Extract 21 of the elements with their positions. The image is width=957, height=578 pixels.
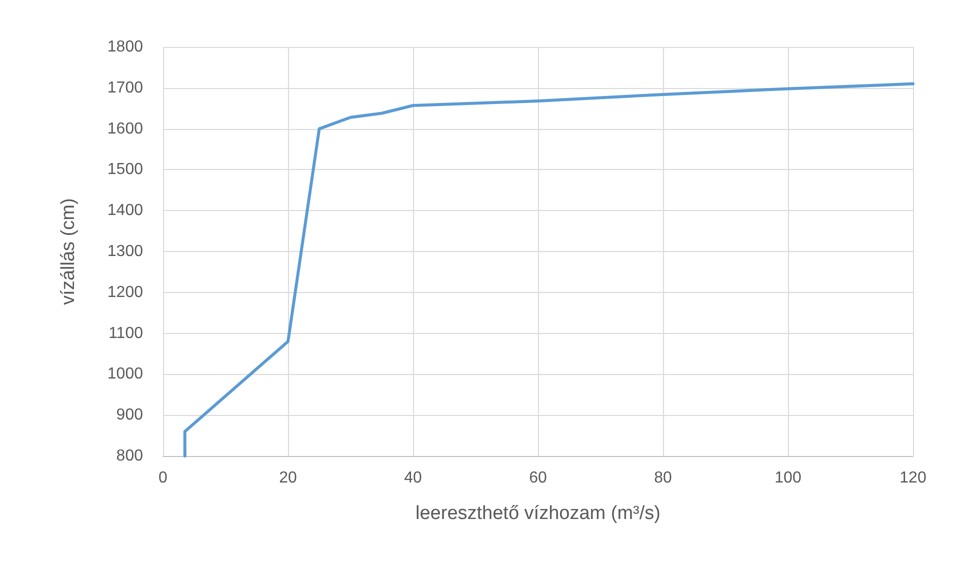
x-tick-label: 80: [654, 470, 672, 486]
y-tick-label: 1600: [107, 120, 144, 138]
y-tick-label: 800: [116, 448, 144, 464]
y-tick-label: 1300: [107, 243, 144, 260]
line-series: [183, 82, 914, 458]
y-axis-title: vízállás (cm): [58, 198, 79, 305]
y-tick-label: 1400: [107, 202, 144, 220]
x-tick-label: 60: [529, 470, 547, 486]
y-tick-label: 1700: [107, 79, 144, 96]
x-tick-label: 20: [279, 470, 297, 486]
y-tick-label: 1000: [107, 366, 144, 383]
x-tick-label: 40: [404, 470, 422, 486]
x-axis-title: leereszthető vízhozam (m³/s): [416, 503, 660, 524]
x-tick-label: 100: [774, 470, 802, 486]
y-tick-label: 1100: [108, 324, 144, 342]
y-tick-label: 900: [116, 406, 144, 424]
x-tick-label: 120: [900, 470, 926, 486]
y-tick-label: 1800: [107, 38, 144, 56]
y-tick-label: 1500: [107, 161, 144, 178]
x-tick-label: 0: [158, 470, 168, 486]
y-tick-label: 1200: [107, 284, 144, 301]
